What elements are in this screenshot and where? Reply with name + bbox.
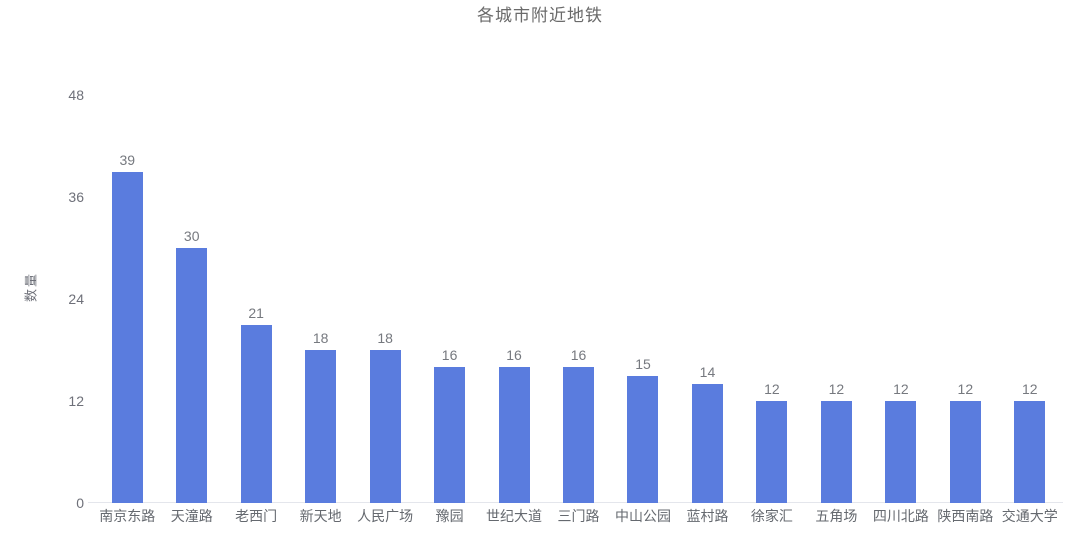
- x-tick-label: 老西门: [235, 508, 278, 524]
- bar-column: 12: [998, 95, 1062, 503]
- y-axis-tick-labels: 0 12 24 36 48: [40, 87, 84, 511]
- bar-value-label: 21: [248, 304, 264, 321]
- bar-column: 39: [95, 95, 159, 503]
- y-tick-label: 48: [68, 87, 84, 103]
- bar-交通大学[interactable]: [1014, 401, 1046, 503]
- x-tick-label: 人民广场: [357, 508, 414, 524]
- y-tick-label: 12: [68, 393, 84, 409]
- bar-天潼路[interactable]: [176, 248, 208, 503]
- chart-title: 各城市附近地铁: [477, 6, 603, 25]
- x-tick-label: 陕西南路: [937, 508, 994, 524]
- bar-value-label: 18: [312, 330, 329, 346]
- bar-value-label: 16: [570, 347, 587, 363]
- bar-四川北路[interactable]: [885, 401, 917, 503]
- plot-area[interactable]: 39 30 21 18 18 16 16 16 15 14 12 12 12 12 12: [95, 95, 1062, 503]
- bar-value-label: 12: [893, 381, 909, 397]
- x-tick-label: 三门路: [557, 508, 600, 524]
- bar-column: 14: [675, 95, 739, 503]
- bar-世纪大道[interactable]: [498, 367, 530, 503]
- bar-column: 30: [159, 95, 223, 503]
- bar-column: 12: [740, 95, 804, 503]
- x-tick-label: 交通大学: [1001, 508, 1058, 524]
- bar-column: 16: [546, 95, 610, 503]
- bar-value-label: 39: [119, 151, 136, 168]
- y-tick-label: 0: [76, 495, 84, 511]
- bar-三门路[interactable]: [563, 367, 595, 503]
- bar-蓝村路[interactable]: [691, 384, 723, 503]
- bar-value-label: 16: [441, 347, 458, 363]
- x-tick-label: 新天地: [299, 508, 342, 524]
- x-tick-label: 天潼路: [170, 508, 213, 524]
- y-axis-name: 数量: [23, 271, 39, 303]
- bar-value-label: 12: [957, 381, 974, 397]
- bar-徐家汇[interactable]: [756, 401, 788, 503]
- bar-value-label: 16: [506, 347, 522, 363]
- bar-column: 18: [353, 95, 417, 503]
- bar-column: 21: [224, 95, 288, 503]
- x-tick-label: 四川北路: [872, 508, 929, 524]
- bar-老西门[interactable]: [240, 324, 272, 503]
- bar-value-label: 30: [183, 228, 200, 244]
- x-tick-label: 南京东路: [99, 508, 156, 524]
- bar-column: 15: [611, 95, 675, 503]
- y-tick-label: 36: [68, 189, 84, 205]
- bar-新天地[interactable]: [305, 350, 337, 503]
- bar-column: 12: [804, 95, 868, 503]
- bar-column: 12: [869, 95, 933, 503]
- bar-value-label: 12: [1022, 381, 1038, 397]
- bar-value-label: 15: [635, 355, 651, 372]
- x-tick-label: 蓝村路: [686, 508, 729, 524]
- x-tick-label: 豫园: [435, 508, 464, 524]
- x-tick-label: 中山公园: [614, 508, 671, 524]
- bar-value-label: 14: [699, 364, 716, 380]
- bar-value-label: 12: [764, 381, 780, 397]
- bar-中山公园[interactable]: [627, 375, 659, 503]
- x-tick-label: 世纪大道: [486, 508, 543, 524]
- bar-value-label: 18: [377, 330, 393, 346]
- bar-南京东路[interactable]: [111, 171, 143, 503]
- bar-column: 16: [482, 95, 546, 503]
- bar-人民广场[interactable]: [369, 350, 401, 503]
- bar-五角场[interactable]: [820, 401, 852, 503]
- x-axis-tick-labels: 南京东路 天潼路 老西门 新天地 人民广场 豫园 世纪大道 三门路 中山公园 蓝村路 徐家汇 五角场四…: [95, 508, 1062, 525]
- y-tick-label: 24: [68, 291, 84, 307]
- bar-豫园[interactable]: [434, 367, 466, 503]
- bar-陕西南路[interactable]: [949, 401, 981, 503]
- bar-column: 16: [417, 95, 481, 503]
- x-tick-label: 五角场: [815, 508, 858, 524]
- bar-value-label: 12: [828, 381, 845, 397]
- bar-column: 12: [933, 95, 997, 503]
- x-tick-label: 徐家汇: [750, 508, 793, 524]
- bar-column: 18: [288, 95, 352, 503]
